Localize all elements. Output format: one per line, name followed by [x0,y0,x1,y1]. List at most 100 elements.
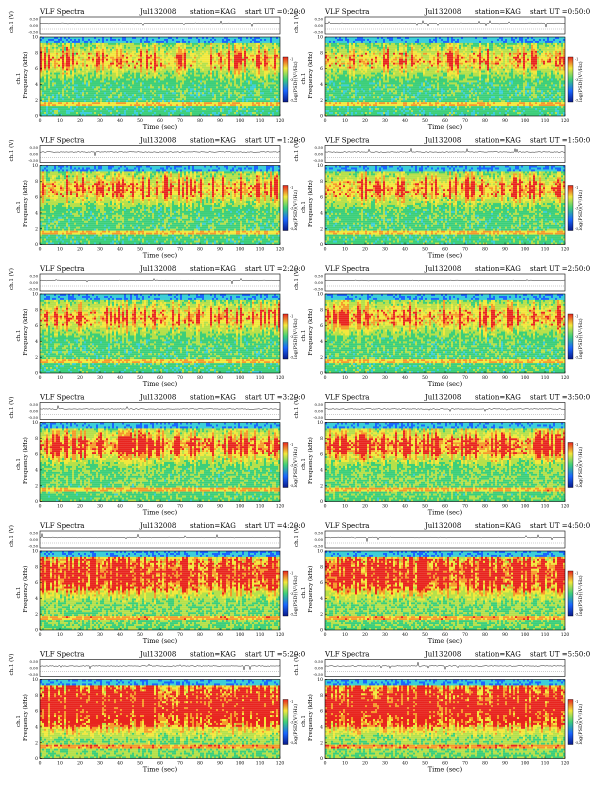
spectrogram-cell [54,94,56,96]
spectrogram-cell [126,55,128,57]
spectrogram-cell [136,92,138,94]
spectrogram-cell [58,73,60,75]
spectrogram-cell [74,75,76,77]
spectrogram-cell [90,108,92,110]
spectrogram-cell [144,41,146,43]
spectrogram-cell [106,39,108,41]
spectrogram-cell [100,108,102,110]
spectrogram-cell [48,47,50,49]
spectrogram-cell [116,104,118,106]
spectrogram-cell [132,59,134,61]
spectrogram-cell [126,63,128,65]
spectrogram-cell [86,53,88,55]
spectrogram-cell [136,106,138,108]
spectrogram-cell [154,100,156,102]
spectrogram-cell [62,51,64,53]
spectrogram-cell [118,102,120,104]
spectrogram-cell [86,108,88,110]
spectrogram-cell [132,96,134,98]
spectrogram-cell [148,47,150,49]
spectrogram-cell [94,55,96,57]
spectrogram-cell [138,112,140,114]
spectrogram-cell [82,57,84,59]
spectrogram-cell [62,112,64,114]
spectrogram-cell [68,51,70,53]
spectrogram-cell [72,96,74,98]
spectrogram-cell [166,82,168,84]
spectrogram-cell [58,37,60,39]
spectrogram-cell [114,82,116,84]
spectrogram-cell [126,98,128,100]
spectrogram-cell [88,49,90,51]
spectrogram-cell [144,110,146,112]
spectrogram-cell [90,102,92,104]
spectrogram-cell [110,86,112,88]
spectrogram-cell [116,90,118,92]
spectrogram-cell [84,96,86,98]
spectrogram-cell [62,43,64,45]
spectrogram-cell [130,88,132,90]
spectrogram-cell [62,49,64,51]
spectrogram-cell [72,67,74,69]
spectrogram-cell [68,59,70,61]
spectrogram-cell [76,53,78,55]
spectrogram-cell [90,39,92,41]
spectrogram-cell [108,96,110,98]
spectrogram-cell [58,80,60,82]
spectrogram-cell [56,108,58,110]
spectrogram-cell [58,86,60,88]
spectrogram-cell [130,73,132,75]
spectrogram-cell [142,82,144,84]
spectrogram-cell [110,71,112,73]
spectrogram-cell [80,45,82,47]
spectrogram-cell [146,47,148,49]
spectrogram-cell [164,69,166,71]
spectrogram-cell [136,102,138,104]
spectrogram-cell [108,94,110,96]
spectrogram-cell [84,69,86,71]
spectrogram-cell [64,45,66,47]
spectrogram-cell [130,67,132,69]
spectrogram-cell [42,90,44,92]
spectrogram-cell [56,37,58,39]
spectrogram-cell [120,69,122,71]
spectrogram-cell [94,43,96,45]
spectrogram-cell [58,45,60,47]
spectrogram-cell [146,77,148,79]
spectrogram-cell [112,108,114,110]
spectrogram-cell [98,96,100,98]
spectrogram-cell [88,78,90,80]
spectrogram-cell [102,61,104,63]
spectrogram-cell [84,53,86,55]
spectrogram-cell [84,84,86,86]
spectrogram-cell [58,53,60,55]
spectrogram-cell [92,43,94,45]
spectrogram-cell [138,84,140,86]
spectrogram-cell [92,61,94,63]
spectrogram-cell [54,75,56,77]
spectrogram-cell [144,84,146,86]
spectrogram-cell [84,102,86,104]
spectrogram-cell [102,73,104,75]
spectrogram-cell [136,96,138,98]
spectrogram-cell [162,108,164,110]
spectrogram-cell [94,78,96,80]
spectrogram-cell [108,65,110,67]
spectrogram-cell [142,86,144,88]
spectrogram-cell [142,110,144,112]
spectrogram-cell [162,92,164,94]
spectrogram-cell [156,75,158,77]
spectrogram-cell [128,84,130,86]
spectrogram-cell [88,86,90,88]
spectrogram-cell [56,71,58,73]
spectrogram-cell [130,94,132,96]
spectrogram-cell [130,92,132,94]
spectrogram-cell [42,112,44,114]
spectrogram-cell [126,51,128,53]
spectrogram-cell [56,75,58,77]
spectrogram-cell [102,55,104,57]
spectrogram-cell [102,37,104,39]
spectrogram-cell [90,84,92,86]
spectrogram-cell [92,80,94,82]
spectrogram-cell [158,61,160,63]
